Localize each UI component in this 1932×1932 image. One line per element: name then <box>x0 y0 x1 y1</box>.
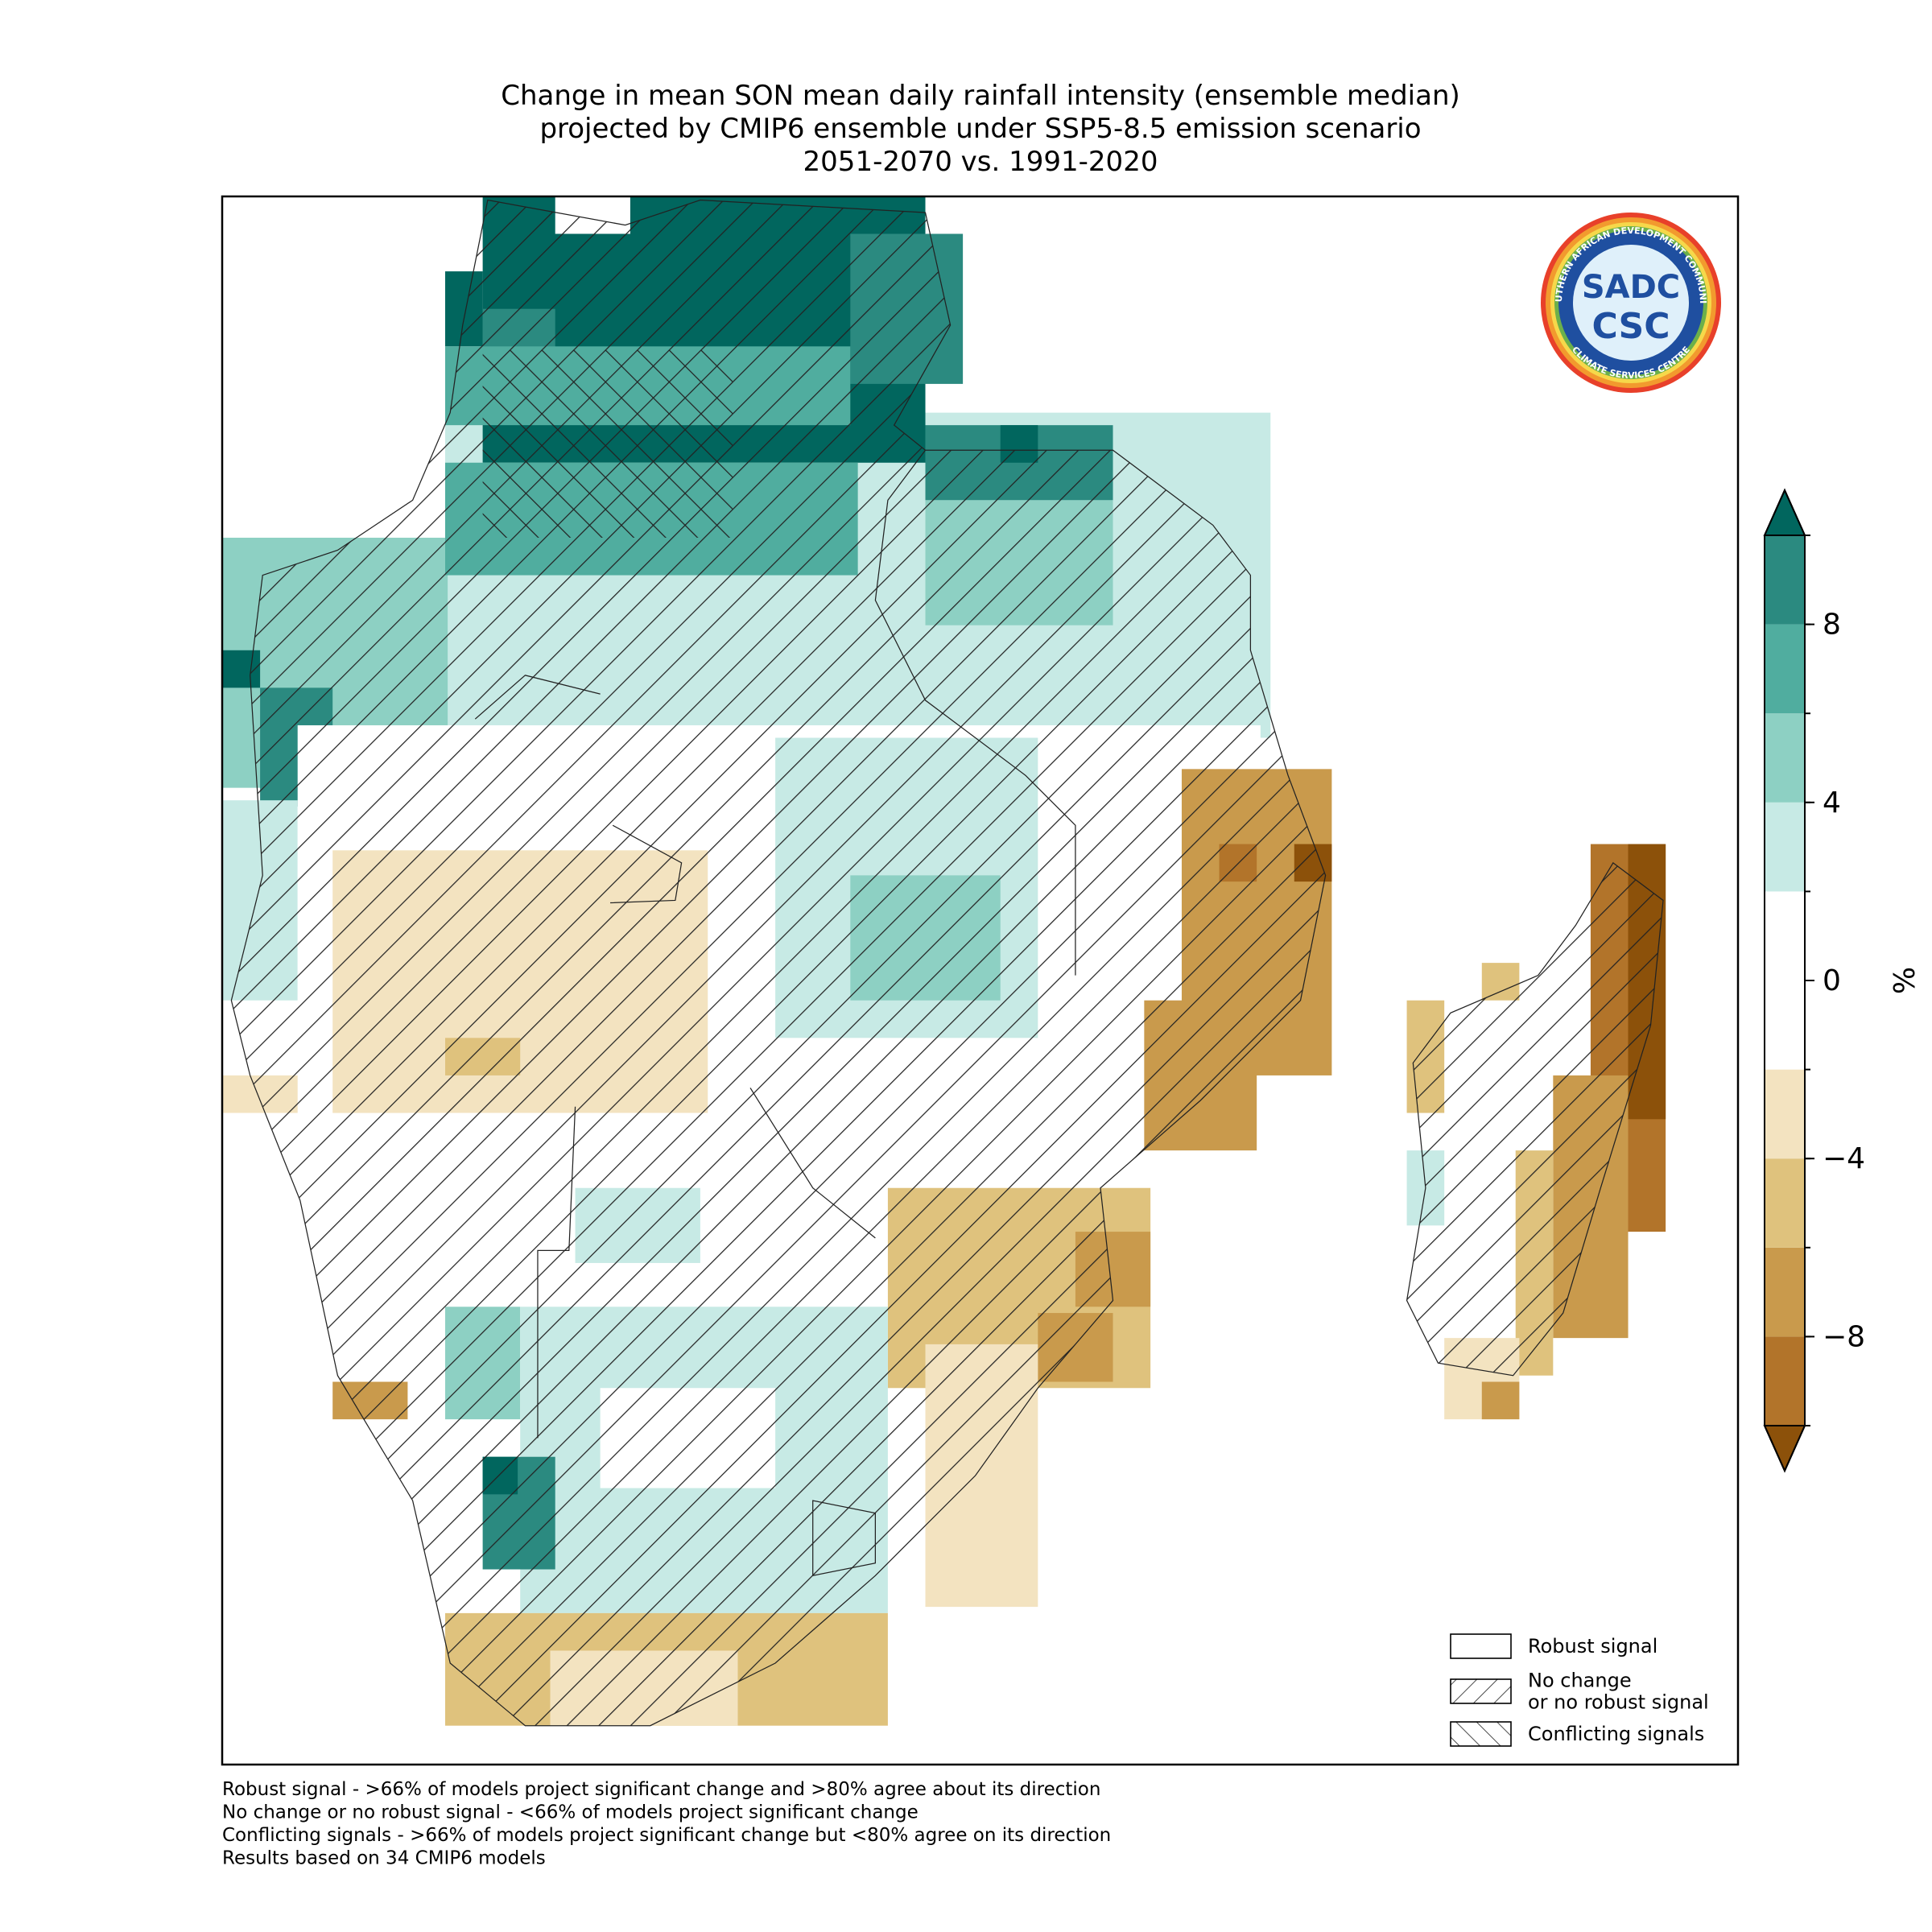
legend-swatch <box>1450 1633 1512 1659</box>
colorbar-level <box>1765 535 1805 625</box>
logo-unit: CSC <box>1591 306 1670 347</box>
colorbar-level <box>1765 1247 1805 1337</box>
title-line: projected by CMIP6 ensemble under SSP5-8… <box>539 113 1421 145</box>
colorbar-tick-label: −4 <box>1823 1142 1865 1175</box>
colorbar-tick-label: −8 <box>1823 1320 1865 1353</box>
colorbar-level <box>1765 1336 1805 1426</box>
colorbar-level <box>1765 1158 1805 1248</box>
plot-frame <box>221 195 1740 1766</box>
legend-label: No change <box>1528 1670 1632 1692</box>
colorbar: −8 −4 0 4 8% <box>1763 488 1922 1473</box>
legend-label: Robust signal <box>1528 1635 1657 1657</box>
logo-name: SADC <box>1582 269 1680 306</box>
legend-label: Conflicting signals <box>1528 1723 1704 1745</box>
colorbar-extend-below <box>1763 1425 1806 1473</box>
colorbar-tick-label: 0 <box>1823 964 1841 997</box>
legend-swatch <box>1450 1678 1512 1704</box>
footnote: Conflicting signals - >66% of models pro… <box>222 1825 1111 1846</box>
colorbar-level <box>1765 624 1805 714</box>
colorbar-level <box>1765 802 1805 892</box>
colorbar-tick-label: 8 <box>1823 609 1841 642</box>
footnote: Robust signal - >66% of models project s… <box>222 1779 1100 1800</box>
legend-swatch <box>1450 1721 1512 1747</box>
title-block: Change in mean SON mean daily rainfall i… <box>501 80 1460 178</box>
title-line: 2051-2070 vs. 1991-2020 <box>803 146 1158 178</box>
colorbar-tick-label: 4 <box>1823 786 1841 819</box>
colorbar-extend-above <box>1763 488 1806 536</box>
colorbar-label: % <box>1889 967 1922 994</box>
colorbar-level <box>1765 713 1805 803</box>
colorbar-level <box>1765 891 1805 1070</box>
colorbar-level <box>1765 1069 1805 1159</box>
map <box>222 196 1670 1727</box>
footnote: No change or no robust signal - <66% of … <box>222 1802 919 1823</box>
title-line: Change in mean SON mean daily rainfall i… <box>501 80 1460 112</box>
footnote: Results based on 34 CMIP6 models <box>222 1848 546 1869</box>
footnotes: Robust signal - >66% of models project s… <box>222 1779 1111 1869</box>
legend-label: or no robust signal <box>1528 1691 1709 1714</box>
